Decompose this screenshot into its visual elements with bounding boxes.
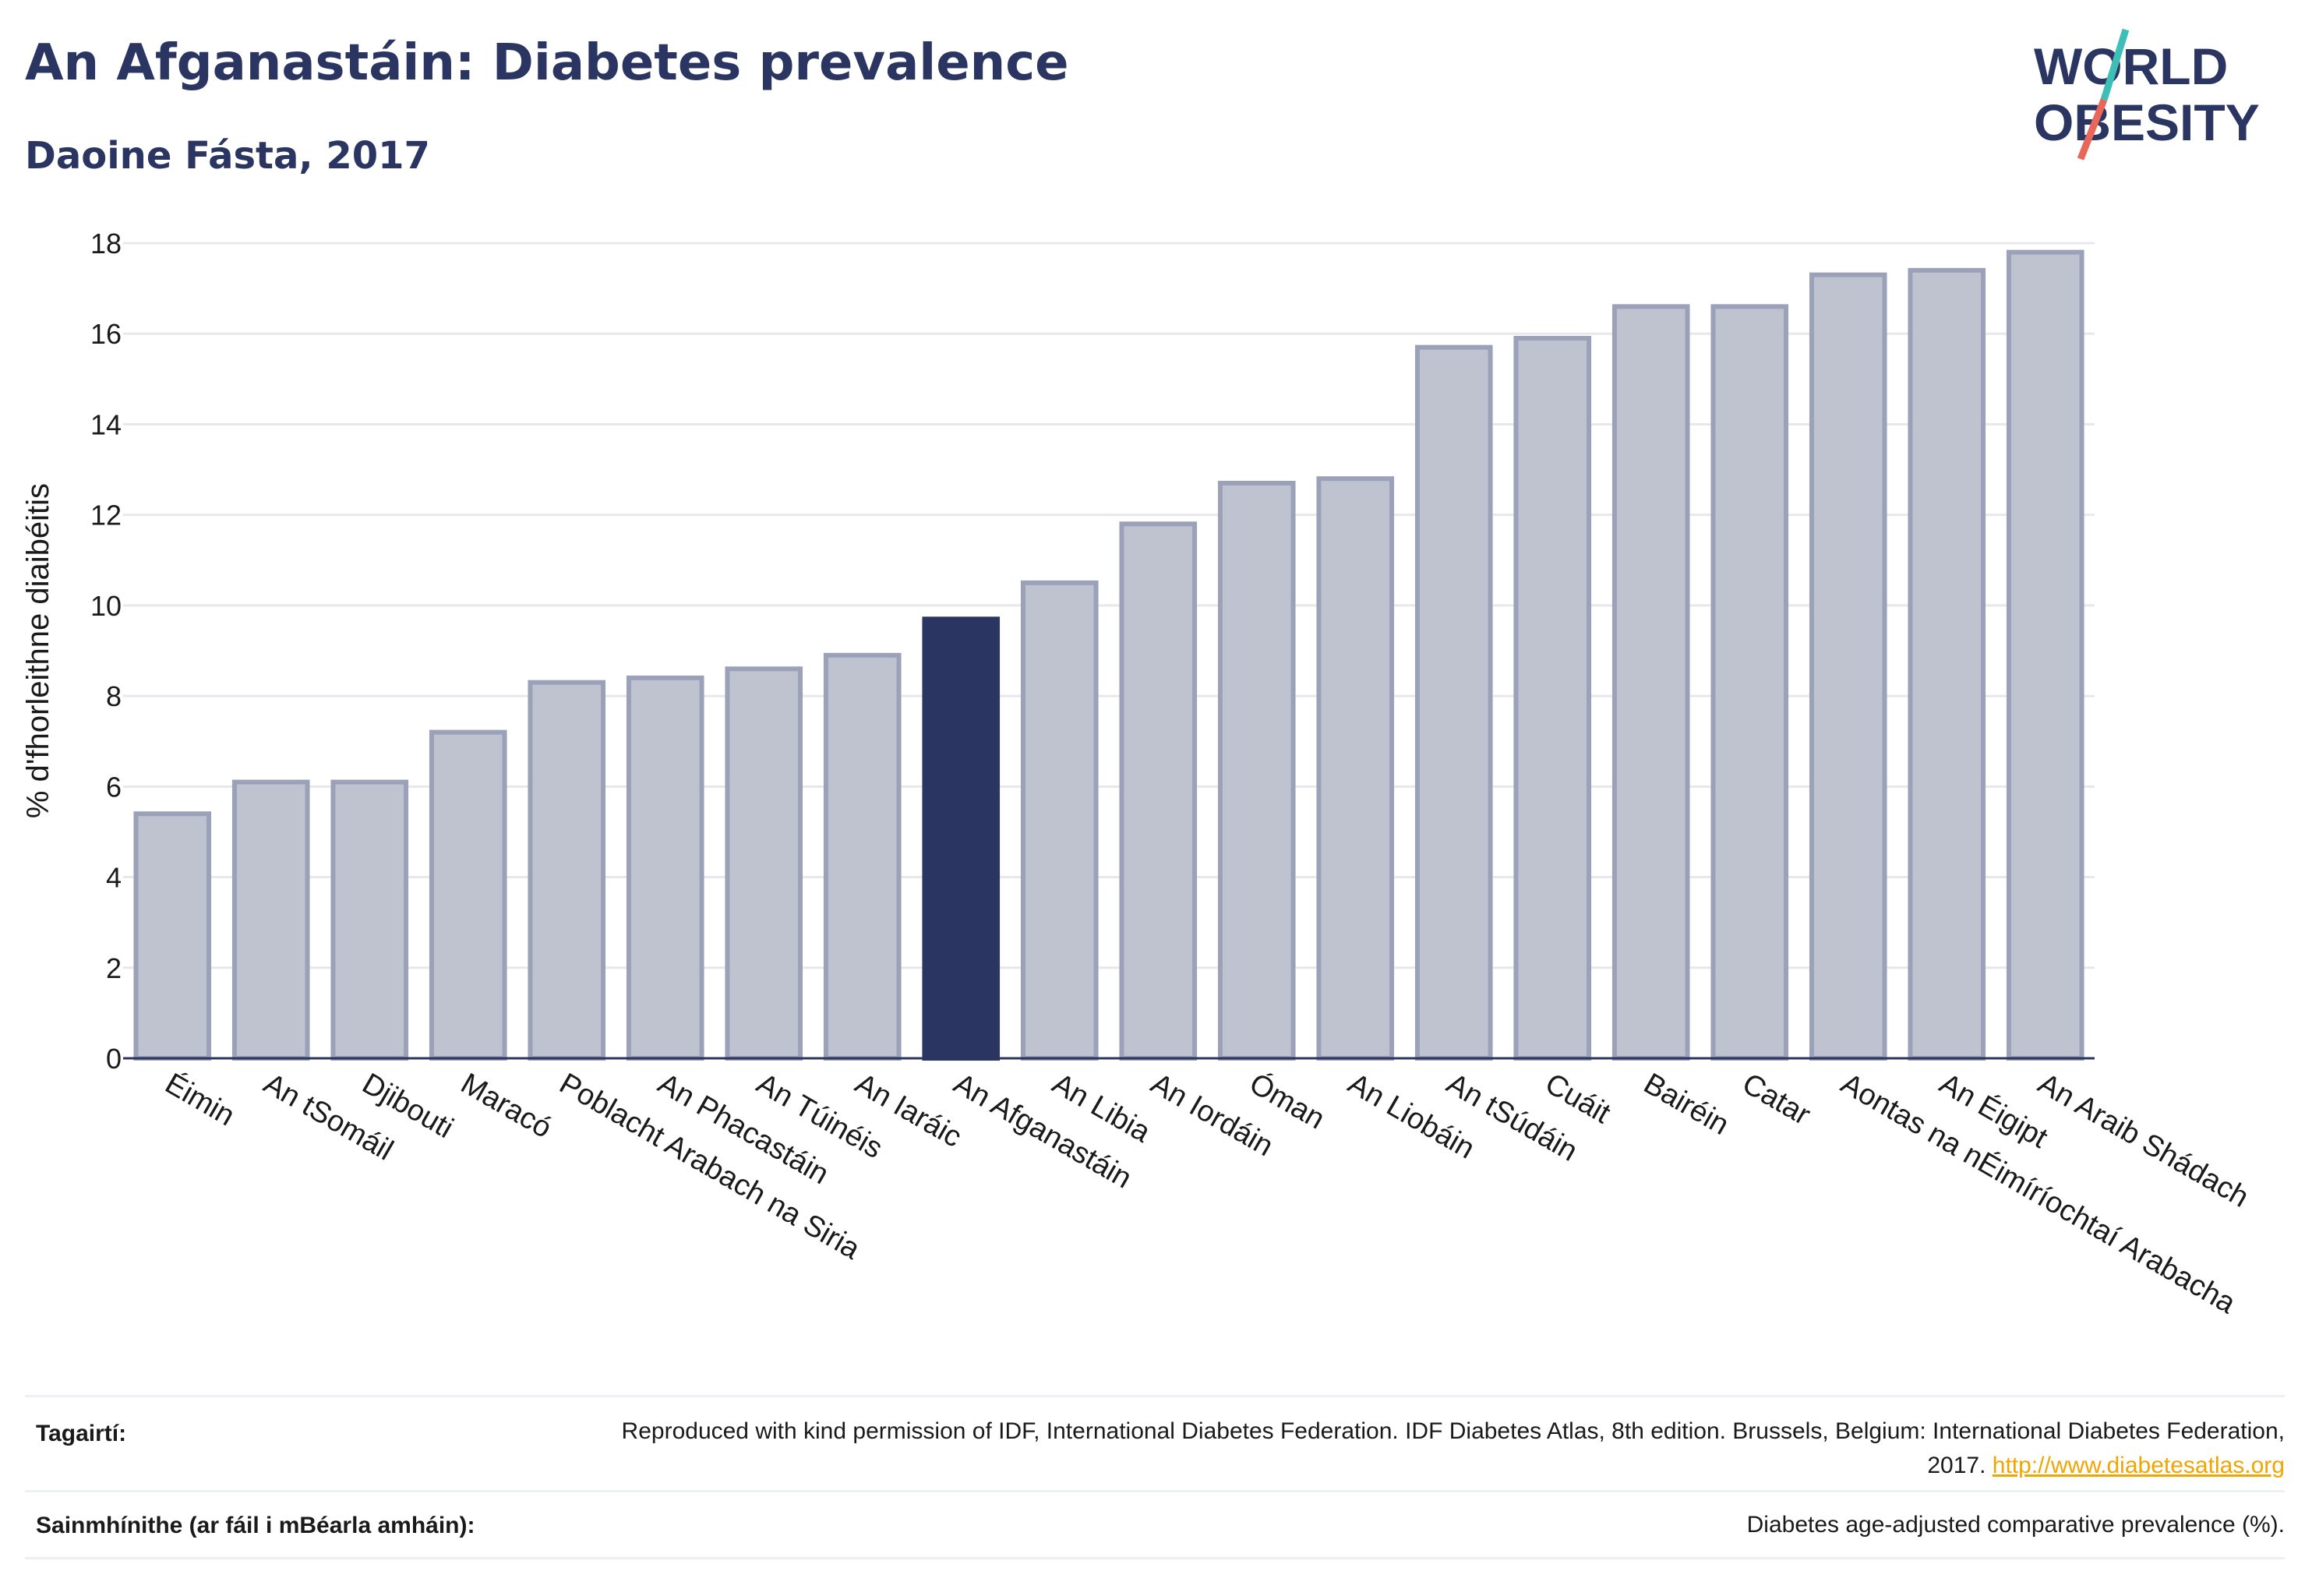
bar	[1414, 344, 1493, 1061]
definitions-label: Sainmhínithe (ar fáil i mBéarla amháin):	[36, 1513, 475, 1538]
y-tick-label: 12	[90, 500, 122, 531]
definitions-row: Sainmhínithe (ar fáil i mBéarla amháin):…	[25, 1490, 2285, 1559]
references-row: Tagairtí: Reproduced with kind permissio…	[25, 1395, 2285, 1492]
bar	[2006, 249, 2084, 1061]
bar	[1217, 480, 1296, 1061]
y-tick-label: 4	[106, 862, 122, 894]
bars	[133, 249, 2084, 1061]
bar	[330, 779, 409, 1061]
page-title: An Afganastáin: Diabetes prevalence	[25, 34, 1069, 92]
bar	[1611, 304, 1690, 1061]
references-text: Reproduced with kind permission of IDF, …	[570, 1414, 2285, 1483]
y-tick-label: 8	[106, 680, 122, 712]
references-link[interactable]: http://www.diabetesatlas.org	[1992, 1453, 2285, 1478]
y-tick-label: 6	[106, 771, 122, 803]
references-body: Reproduced with kind permission of IDF, …	[621, 1418, 2285, 1478]
bar	[1710, 304, 1789, 1061]
bar	[1809, 272, 1887, 1061]
y-tick-label: 18	[90, 228, 122, 260]
gridlines	[123, 242, 2095, 1060]
x-tick-label: Aontas na nÉimíríochtaí Arabacha	[1835, 1067, 2242, 1321]
bar	[133, 811, 212, 1061]
references-label: Tagairtí:	[36, 1421, 127, 1446]
footer-bottom-rule	[25, 1557, 2285, 1559]
world-obesity-logo: WORLD OBESITY	[2034, 28, 2260, 161]
y-tick-label: 2	[106, 952, 122, 984]
bar	[231, 779, 310, 1061]
y-tick-label: 16	[90, 318, 122, 350]
bar	[528, 680, 606, 1061]
logo-slash-red	[2077, 98, 2108, 161]
bar	[429, 729, 507, 1061]
bar	[823, 652, 902, 1061]
bar-highlighted	[922, 616, 1001, 1061]
x-tick-label: Maracó	[455, 1067, 557, 1145]
y-tick-label: 0	[106, 1043, 122, 1075]
y-tick-label: 14	[90, 408, 122, 440]
logo-line2: OBESITY	[2034, 94, 2260, 151]
definitions-text: Diabetes age-adjusted comparative preval…	[1746, 1512, 2285, 1538]
x-tick-label: Bairéin	[1638, 1067, 1734, 1142]
bar	[725, 666, 803, 1061]
bar-chart: 0 2 4 6 8 10 12 14 16 18 Éimin An tSomáilDjiboutiM…	[21, 228, 2254, 1321]
x-tick-label: Éimin	[160, 1067, 241, 1133]
bar	[1119, 521, 1198, 1061]
logo-line1: WORLD	[2034, 37, 2228, 95]
footer: Tagairtí: Reproduced with kind permissio…	[25, 1395, 2285, 1566]
page-subtitle: Daoine Fásta, 2017	[25, 134, 430, 178]
logo-slash-teal	[2100, 28, 2130, 101]
bar	[1316, 476, 1395, 1061]
bar	[1908, 267, 1986, 1061]
y-tick-label: 10	[90, 590, 122, 622]
x-tick-label: Catar	[1737, 1067, 1816, 1132]
bar	[626, 675, 704, 1061]
bar	[1513, 336, 1592, 1061]
bar	[1020, 580, 1099, 1061]
y-tick-labels: 0 2 4 6 8 10 12 14 16 18	[90, 228, 122, 1075]
y-axis-label: % d'fhorleithne diaibéitis	[21, 483, 55, 818]
